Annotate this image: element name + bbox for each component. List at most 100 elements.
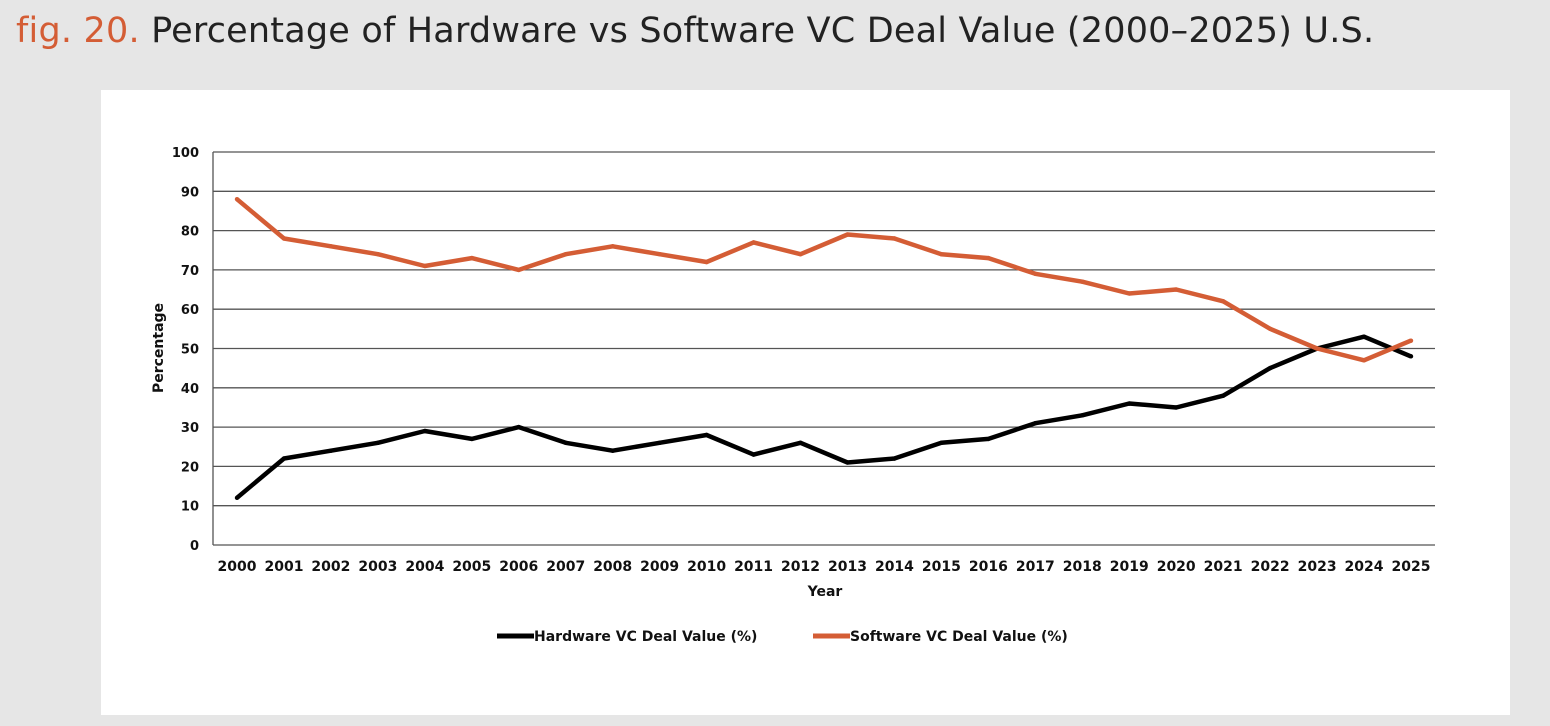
y-tick-label: 20 [181, 460, 199, 475]
data-point [845, 460, 850, 465]
data-point [1080, 279, 1085, 284]
data-point [1033, 271, 1038, 277]
x-tick-label: 2013 [828, 559, 867, 575]
data-point [328, 244, 334, 249]
line-chart: 0 10 20 30 40 50 60 70 80 90 100 2000 2001 2002 2003 2… [151, 146, 1435, 645]
data-point [1174, 405, 1179, 410]
data-point [422, 428, 428, 434]
series-line-software [235, 197, 1412, 363]
data-point [610, 244, 615, 249]
data-point [939, 440, 944, 446]
data-point [234, 196, 240, 202]
x-tick-label: 2014 [875, 559, 914, 575]
data-point [1267, 365, 1273, 371]
data-point [1033, 420, 1038, 426]
data-point [375, 251, 381, 257]
y-tick-label: 80 [181, 225, 199, 240]
data-point [422, 263, 428, 269]
data-point [751, 452, 756, 457]
data-point [704, 259, 709, 265]
data-point [234, 495, 240, 501]
legend-label: Hardware VC Deal Value (%) [534, 629, 757, 645]
data-point [516, 267, 521, 273]
series-line-hardware [235, 334, 1412, 500]
figure-title: fig. 20. Percentage of Hardware vs Softw… [16, 8, 1374, 54]
y-tick-label: 50 [181, 343, 199, 358]
data-point [563, 440, 568, 446]
y-tick-label: 10 [181, 500, 199, 515]
y-tick-label: 100 [172, 146, 199, 161]
y-tick-label: 30 [181, 421, 199, 436]
figure-title-text: Percentage of Hardware vs Software VC De… [151, 11, 1375, 51]
data-point [469, 436, 474, 442]
data-point [1267, 326, 1273, 332]
data-point [1408, 354, 1414, 359]
x-tick-label: 2020 [1157, 559, 1196, 575]
series-lines [234, 196, 1414, 501]
x-tick-label: 2000 [218, 559, 257, 575]
legend-item-hardware: Hardware VC Deal Value (%) [497, 629, 757, 645]
data-point [610, 448, 615, 453]
data-point [1361, 358, 1367, 363]
x-axis-ticks: 2000 2001 2002 2003 2004 2005 2006 2007 2008 2009… [218, 559, 1431, 575]
data-point [1174, 287, 1179, 292]
data-point [375, 440, 381, 446]
data-point [657, 251, 662, 257]
gridlines [212, 151, 1435, 546]
data-point [892, 236, 897, 241]
data-point [1314, 346, 1320, 351]
y-tick-label: 0 [190, 539, 199, 554]
data-point [657, 440, 662, 446]
data-point [939, 251, 944, 257]
data-point [1080, 413, 1085, 418]
x-tick-label: 2009 [640, 559, 679, 575]
data-point [1127, 401, 1132, 406]
data-point [328, 448, 334, 453]
x-tick-label: 2025 [1392, 559, 1431, 575]
data-point [1127, 291, 1132, 296]
x-tick-label: 2001 [264, 559, 303, 575]
data-point [281, 456, 287, 461]
y-tick-label: 40 [181, 382, 199, 397]
data-point [845, 232, 850, 237]
x-tick-label: 2002 [311, 559, 350, 575]
data-point [1220, 299, 1226, 304]
data-point [469, 255, 474, 261]
x-tick-label: 2008 [593, 559, 632, 575]
x-tick-label: 2012 [781, 559, 820, 575]
x-tick-label: 2021 [1204, 559, 1243, 575]
data-point [516, 424, 521, 430]
y-tick-label: 70 [181, 264, 199, 279]
data-point [1361, 334, 1367, 339]
x-tick-label: 2004 [405, 559, 444, 575]
data-point [1408, 338, 1414, 343]
data-point [986, 255, 991, 261]
y-tick-label: 90 [181, 185, 199, 200]
x-tick-label: 2007 [546, 559, 585, 575]
x-tick-label: 2022 [1251, 559, 1290, 575]
legend-label: Software VC Deal Value (%) [850, 629, 1068, 645]
x-tick-label: 2016 [969, 559, 1008, 575]
y-axis-ticks: 0 10 20 30 40 50 60 70 80 90 100 [172, 146, 199, 554]
y-tick-label: 60 [181, 303, 199, 318]
data-point [892, 456, 897, 461]
data-point [751, 240, 756, 245]
x-tick-label: 2019 [1110, 559, 1149, 575]
x-tick-label: 2011 [734, 559, 773, 575]
data-point [704, 432, 709, 438]
x-tick-label: 2015 [922, 559, 961, 575]
legend: Hardware VC Deal Value (%) Software VC De… [497, 629, 1068, 645]
data-point [986, 436, 991, 442]
data-point [1220, 393, 1226, 398]
data-point [798, 440, 803, 446]
x-tick-label: 2018 [1063, 559, 1102, 575]
x-tick-label: 2017 [1016, 559, 1055, 575]
y-axis-label: Percentage [151, 303, 167, 393]
x-tick-label: 2024 [1345, 559, 1384, 575]
x-tick-label: 2005 [452, 559, 491, 575]
figure-label: fig. 20. [16, 11, 140, 51]
chart-panel: 0 10 20 30 40 50 60 70 80 90 100 2000 2001 2002 2003 2… [101, 90, 1510, 715]
x-tick-label: 2003 [358, 559, 397, 575]
x-axis-label: Year [807, 584, 843, 600]
data-point [798, 251, 803, 257]
